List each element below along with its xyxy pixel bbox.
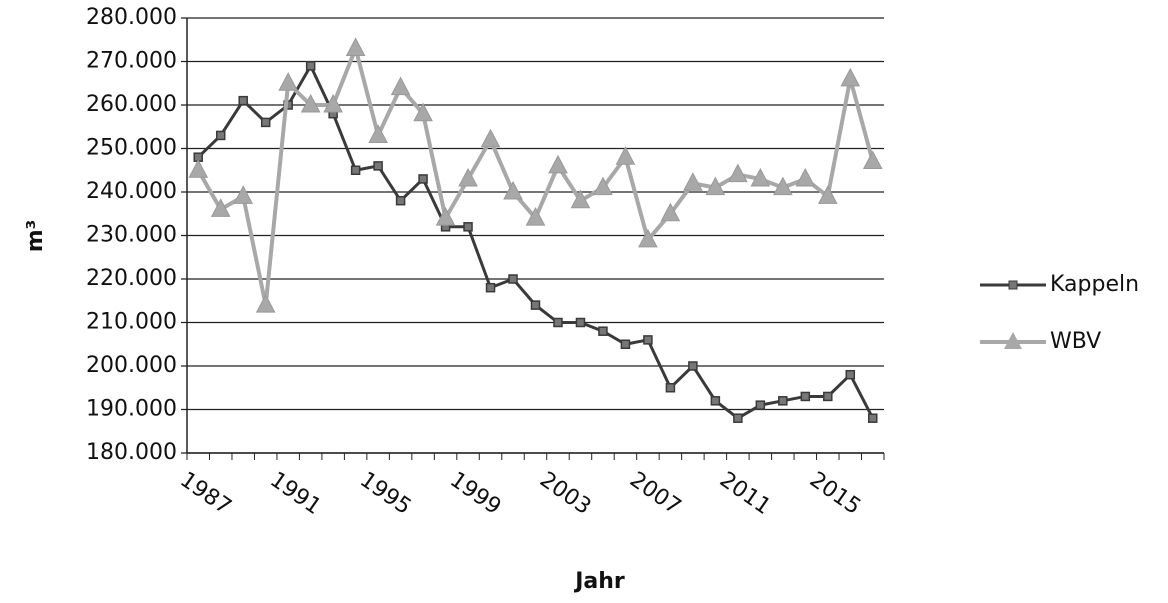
marker bbox=[525, 207, 546, 226]
marker bbox=[480, 128, 501, 148]
marker bbox=[643, 335, 653, 345]
marker bbox=[868, 413, 878, 423]
marker bbox=[435, 207, 456, 226]
y-tick-label: 180.000 bbox=[86, 440, 177, 465]
y-tick-label: 250.000 bbox=[86, 136, 177, 161]
marker bbox=[260, 117, 271, 128]
marker bbox=[395, 195, 406, 206]
marker bbox=[817, 185, 838, 204]
marker bbox=[795, 167, 816, 187]
marker bbox=[305, 61, 316, 71]
marker bbox=[620, 339, 631, 349]
marker bbox=[665, 383, 676, 393]
marker bbox=[278, 72, 299, 91]
x-axis-label: Jahr bbox=[573, 569, 625, 594]
marker bbox=[508, 274, 518, 284]
marker bbox=[368, 124, 388, 143]
marker bbox=[638, 228, 658, 248]
marker bbox=[418, 174, 428, 184]
marker bbox=[553, 317, 563, 328]
legend-label: WBV bbox=[1050, 329, 1101, 354]
marker bbox=[705, 176, 726, 196]
marker bbox=[485, 282, 496, 293]
marker bbox=[728, 163, 748, 183]
marker bbox=[548, 154, 568, 174]
marker bbox=[688, 361, 698, 371]
marker bbox=[862, 150, 883, 170]
marker bbox=[463, 222, 473, 232]
x-tick-label: 1995 bbox=[355, 467, 415, 520]
marker bbox=[575, 317, 586, 328]
marker bbox=[210, 198, 231, 217]
marker bbox=[458, 167, 478, 187]
marker bbox=[373, 161, 383, 171]
marker bbox=[530, 300, 541, 310]
x-tick-label: 2015 bbox=[805, 467, 865, 520]
marker bbox=[750, 167, 771, 187]
y-tick-label: 230.000 bbox=[86, 223, 177, 248]
y-tick-label: 210.000 bbox=[86, 310, 177, 335]
marker bbox=[255, 294, 276, 313]
marker bbox=[188, 159, 209, 178]
marker bbox=[800, 391, 811, 402]
marker bbox=[390, 76, 411, 96]
marker bbox=[570, 189, 591, 209]
marker bbox=[772, 176, 793, 196]
y-tick-label: 280.000 bbox=[86, 5, 177, 30]
series-line bbox=[197, 62, 875, 421]
x-tick-label: 1987 bbox=[175, 467, 235, 520]
x-tick-label: 2007 bbox=[625, 467, 685, 520]
marker bbox=[733, 413, 743, 423]
legend-label: Kappeln bbox=[1050, 272, 1139, 297]
x-tick-label: 1991 bbox=[265, 467, 325, 520]
y-tick-label: 260.000 bbox=[86, 92, 177, 117]
y-axis-label: m³ bbox=[23, 220, 48, 253]
marker bbox=[323, 93, 343, 113]
marker bbox=[233, 185, 254, 204]
marker bbox=[598, 326, 608, 336]
y-tick-label: 220.000 bbox=[86, 266, 177, 291]
y-tick-label: 240.000 bbox=[86, 179, 177, 204]
x-tick-label: 2011 bbox=[715, 467, 775, 520]
legend-marker bbox=[1004, 332, 1022, 349]
marker bbox=[345, 37, 366, 56]
y-tick-label: 190.000 bbox=[86, 397, 177, 422]
marker bbox=[845, 369, 856, 380]
marker bbox=[710, 396, 721, 406]
marker bbox=[840, 67, 861, 87]
marker bbox=[660, 202, 681, 222]
marker bbox=[215, 130, 226, 141]
marker bbox=[755, 400, 766, 410]
marker bbox=[593, 176, 613, 196]
marker bbox=[350, 165, 361, 175]
marker bbox=[413, 102, 433, 122]
marker bbox=[615, 146, 636, 165]
marker bbox=[683, 172, 703, 191]
x-tick-label: 2003 bbox=[535, 467, 595, 520]
marker bbox=[778, 396, 788, 406]
legend-marker bbox=[1008, 280, 1018, 290]
marker bbox=[300, 93, 321, 113]
y-tick-label: 270.000 bbox=[86, 49, 177, 74]
marker bbox=[503, 180, 523, 200]
marker bbox=[823, 391, 833, 402]
y-tick-label: 200.000 bbox=[86, 353, 177, 378]
marker bbox=[238, 95, 248, 106]
x-tick-label: 1999 bbox=[445, 467, 505, 520]
